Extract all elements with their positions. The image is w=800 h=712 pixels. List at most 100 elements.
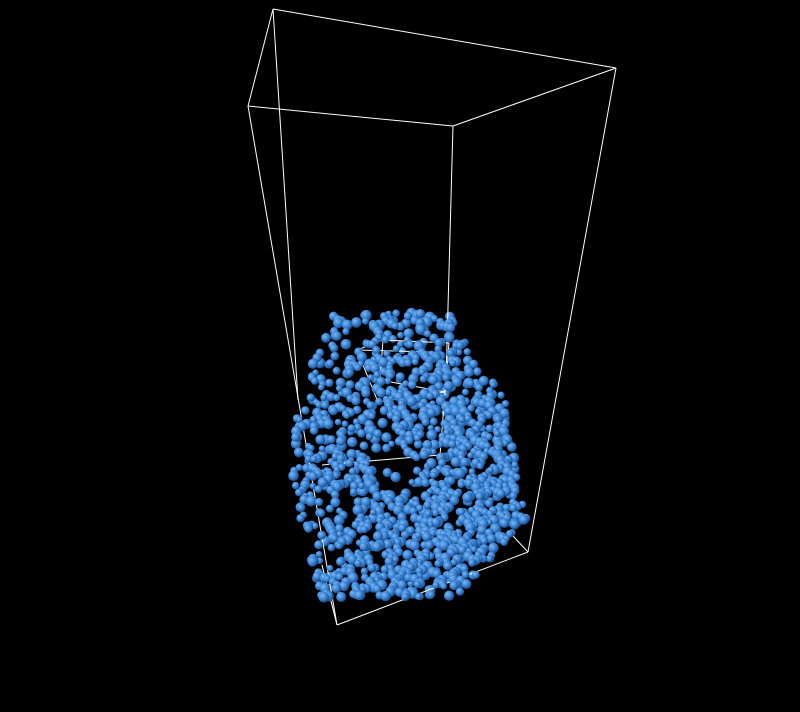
particle-sphere bbox=[296, 514, 305, 523]
particle-sphere bbox=[371, 541, 383, 552]
particle-sphere bbox=[301, 406, 310, 415]
particle-sphere bbox=[430, 471, 437, 479]
particle-sphere bbox=[429, 439, 440, 450]
particle-sphere bbox=[357, 414, 368, 425]
particle-sphere bbox=[351, 396, 361, 406]
particle-sphere bbox=[323, 418, 334, 430]
particle-sphere bbox=[321, 401, 330, 410]
particle-sphere bbox=[372, 346, 381, 355]
particle-sphere bbox=[359, 441, 369, 451]
particle-sphere bbox=[444, 406, 453, 416]
particle-sphere bbox=[451, 377, 462, 387]
particle-sphere bbox=[415, 593, 422, 601]
particle-sphere bbox=[379, 406, 389, 416]
particle-sphere bbox=[458, 416, 466, 423]
particle-sphere bbox=[502, 503, 511, 512]
particle-sphere bbox=[332, 331, 342, 341]
particle-sphere bbox=[493, 415, 503, 424]
particle-sphere bbox=[434, 338, 444, 348]
particle-sphere bbox=[383, 350, 391, 358]
particle-sphere bbox=[318, 592, 330, 603]
particle-sphere bbox=[341, 319, 353, 331]
particle-sphere bbox=[354, 559, 362, 568]
particle-sphere bbox=[377, 417, 388, 429]
particle-sphere bbox=[382, 443, 391, 453]
particle-sphere bbox=[476, 462, 484, 470]
particle-sphere bbox=[318, 445, 326, 453]
particle-sphere bbox=[320, 394, 328, 402]
particle-sphere bbox=[378, 357, 389, 368]
particle-sphere bbox=[373, 585, 382, 593]
particle-sphere bbox=[457, 481, 465, 488]
particle-sphere bbox=[422, 532, 432, 542]
particle-sphere bbox=[455, 587, 465, 596]
particle-sphere bbox=[291, 432, 300, 442]
particle-sphere bbox=[485, 555, 494, 563]
particle-sphere bbox=[330, 351, 340, 361]
box-edge-top-front bbox=[247, 105, 454, 127]
particle-sphere bbox=[329, 406, 338, 416]
particle-sphere bbox=[443, 561, 453, 571]
particle-sphere bbox=[295, 488, 303, 497]
particle-sphere bbox=[354, 363, 362, 372]
particle-sphere bbox=[413, 439, 423, 449]
particle-sphere bbox=[485, 424, 494, 433]
particle-sphere bbox=[411, 358, 419, 366]
particle-sphere bbox=[477, 524, 487, 535]
particle-sphere bbox=[296, 416, 303, 423]
particle-sphere bbox=[489, 381, 497, 389]
particle-sphere bbox=[331, 535, 339, 542]
particle-sphere bbox=[412, 453, 421, 462]
particle-sphere bbox=[506, 442, 517, 452]
particle-sphere bbox=[392, 309, 400, 318]
particle-sphere bbox=[309, 426, 319, 435]
particle-sphere bbox=[509, 503, 518, 512]
particle-sphere bbox=[350, 488, 357, 496]
particle-cloud-front bbox=[288, 309, 531, 603]
particle-sphere bbox=[419, 375, 427, 383]
particle-sphere bbox=[434, 559, 442, 568]
particle-sphere bbox=[409, 507, 418, 515]
particle-sphere bbox=[327, 543, 336, 552]
particle-sphere bbox=[356, 351, 368, 363]
particle-sphere bbox=[443, 380, 454, 392]
particle-sphere bbox=[496, 488, 506, 499]
particle-sphere bbox=[475, 383, 483, 392]
particle-sphere bbox=[314, 497, 324, 507]
particle-sphere bbox=[431, 315, 438, 322]
particle-sphere bbox=[423, 330, 432, 338]
particle-sphere bbox=[325, 378, 334, 388]
particle-sphere bbox=[304, 524, 313, 533]
particle-sphere bbox=[335, 572, 344, 581]
particle-sphere bbox=[317, 530, 327, 540]
particle-sphere bbox=[336, 557, 345, 567]
particle-sphere bbox=[463, 348, 471, 356]
particle-sphere bbox=[483, 442, 491, 450]
particle-sphere bbox=[321, 332, 331, 343]
particle-sphere bbox=[431, 509, 440, 517]
particle-sphere bbox=[330, 497, 341, 508]
particle-sphere bbox=[310, 455, 318, 463]
particle-sphere bbox=[341, 420, 349, 428]
particle-sphere bbox=[398, 429, 407, 438]
particle-sphere bbox=[406, 395, 417, 407]
particle-sphere bbox=[409, 540, 420, 551]
particle-sphere bbox=[331, 583, 342, 594]
box-edge-vertical-back-right bbox=[527, 67, 617, 553]
particle-sphere bbox=[335, 377, 346, 388]
particle-sphere bbox=[461, 388, 469, 396]
particle-sphere bbox=[380, 590, 391, 602]
particle-sphere bbox=[343, 412, 351, 420]
particle-sphere bbox=[338, 581, 349, 592]
particle-sphere bbox=[484, 411, 493, 419]
particle-sphere bbox=[315, 551, 323, 558]
particle-sphere bbox=[415, 531, 422, 539]
particle-sphere bbox=[366, 401, 375, 410]
particle-sphere bbox=[408, 478, 415, 486]
particle-sphere bbox=[467, 404, 475, 412]
particle-sphere bbox=[413, 466, 422, 475]
particle-sphere bbox=[398, 523, 407, 532]
particle-sphere bbox=[403, 311, 413, 321]
